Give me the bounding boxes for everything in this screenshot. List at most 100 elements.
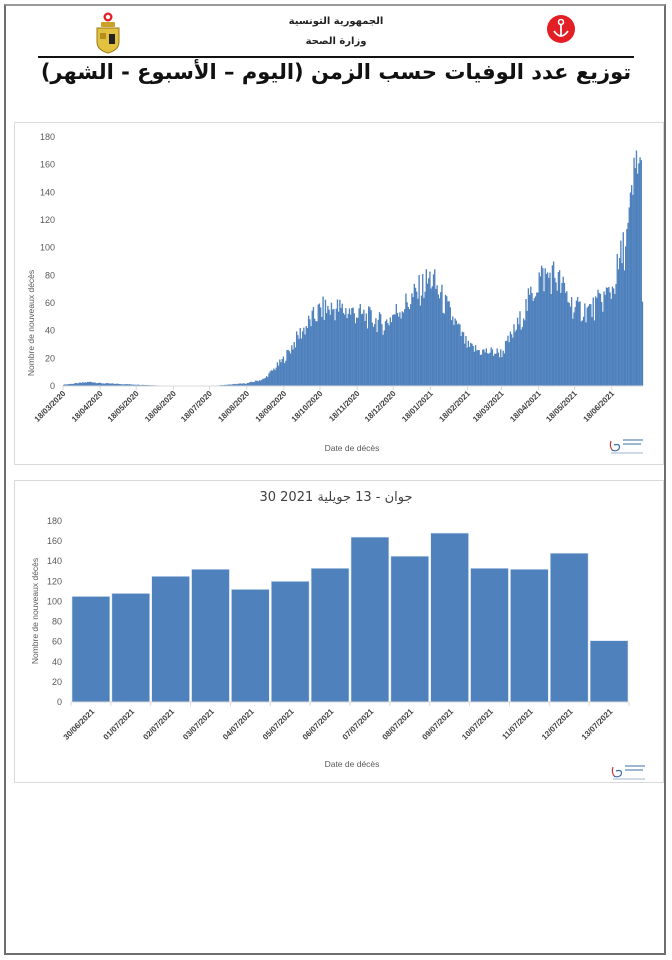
- daily-bar: 16/08/2020: [244, 383, 246, 386]
- daily-bar: 17/02/2021: [466, 347, 468, 386]
- bar-09-07-2021: [430, 532, 469, 703]
- daily-bar: 03/12/2020: [375, 318, 377, 386]
- daily-bar: 10/02/2021: [458, 323, 460, 386]
- daily-bar: 02/09/2020: [264, 377, 267, 386]
- daily-bar: 06/05/2020: [121, 384, 124, 386]
- daily-bar: 13/03/2021: [495, 353, 497, 386]
- daily-bar: 07/04/2021: [525, 298, 527, 386]
- daily-bar: 21/03/2020: [66, 384, 68, 386]
- daily-bar: 31/08/2020: [262, 378, 264, 386]
- x-tick-label: 18/04/2021: [508, 389, 543, 424]
- x-tick-label: 18/04/2020: [70, 389, 105, 424]
- y-tick-label: 140: [47, 556, 62, 566]
- y-axis-title: Nombre de nouveaux décès: [30, 558, 40, 664]
- daily-bar: 02/07/2021: [628, 207, 630, 386]
- daily-bar: 28/08/2020: [258, 380, 261, 386]
- daily-bar: 18/06/2021: [611, 286, 614, 386]
- daily-bar: 12/05/2021: [567, 302, 569, 386]
- daily-bar: 29/10/2020: [333, 308, 335, 386]
- daily-bar: 11/05/2021: [566, 291, 568, 386]
- daily-bar: 21/03/2021: [504, 341, 507, 386]
- y-tick-label: 60: [52, 637, 62, 647]
- daily-bar: 16/01/2021: [428, 278, 430, 386]
- daily-bar: 26/09/2020: [293, 342, 295, 386]
- daily-bar: 12/02/2021: [460, 336, 462, 386]
- daily-bar: 26/10/2020: [329, 314, 331, 386]
- daily-bar: 03/03/2021: [483, 349, 485, 386]
- daily-bar: 11/05/2020: [127, 384, 130, 386]
- daily-bar: 01/06/2021: [591, 317, 593, 386]
- daily-bar: 29/04/2021: [551, 265, 554, 386]
- daily-bar: 26/12/2020: [402, 312, 405, 386]
- daily-bar: 21/04/2021: [542, 268, 544, 386]
- header-republic: الجمهورية التونسية: [288, 16, 384, 27]
- y-tick-label: 80: [52, 617, 62, 627]
- header-divider: [38, 56, 634, 58]
- daily-bar: 19/11/2020: [358, 308, 360, 386]
- bar-30-06-2021: [71, 596, 111, 703]
- daily-bar: 27/05/2021: [585, 322, 587, 386]
- daily-bar: 15/02/2021: [464, 343, 466, 386]
- x-tick-label: 18/06/2021: [582, 389, 617, 424]
- daily-bar: 13/05/2020: [130, 384, 132, 386]
- daily-bar: 14/11/2020: [352, 307, 354, 386]
- daily-bar: 30/03/2020: [77, 383, 79, 386]
- daily-bar: 12/04/2021: [531, 293, 533, 386]
- x-tick-label: 09/07/2021: [420, 707, 455, 742]
- daily-bar: 24/01/2021: [437, 294, 440, 386]
- daily-bar: 01/02/2021: [447, 301, 449, 386]
- daily-bar: 18/02/2021: [467, 340, 470, 386]
- y-tick-label: 20: [52, 677, 62, 687]
- observatory-logo-icon: [609, 439, 643, 454]
- daily-bar: 08/08/2020: [234, 383, 237, 386]
- y-tick-label: 100: [40, 243, 55, 253]
- daily-bar: 06/02/2021: [453, 324, 455, 386]
- daily-bar: 26/08/2020: [256, 380, 258, 386]
- daily-bar: 08/01/2021: [418, 274, 420, 386]
- daily-bar: 19/02/2021: [468, 346, 471, 386]
- daily-bar: 19/04/2020: [101, 383, 103, 386]
- daily-bar: 04/12/2020: [376, 332, 378, 386]
- daily-bar: 10/04/2020: [90, 381, 92, 386]
- daily-bar: 24/03/2020: [70, 383, 72, 386]
- daily-bar: 30/04/2020: [114, 384, 116, 386]
- y-tick-label: 180: [40, 132, 55, 142]
- x-tick-label: 11/07/2021: [500, 707, 535, 742]
- daily-bar: 29/01/2021: [443, 313, 446, 386]
- daily-bar: 11/09/2020: [275, 367, 277, 386]
- daily-bar: 05/08/2020: [231, 384, 233, 386]
- y-tick-label: 120: [40, 215, 55, 225]
- daily-bar: 17/10/2020: [318, 303, 321, 386]
- daily-bar: 07/05/2021: [561, 282, 563, 386]
- daily-bar: 01/05/2020: [115, 383, 118, 386]
- daily-bar: 09/09/2020: [273, 368, 275, 386]
- daily-bar: 19/10/2020: [321, 317, 323, 386]
- daily-bar: 17/06/2021: [610, 298, 612, 386]
- daily-bar: 09/04/2021: [527, 288, 530, 386]
- daily-bar: 28/06/2021: [623, 270, 626, 386]
- daily-bar: 08/09/2020: [271, 370, 274, 386]
- daily-bar: 05/05/2021: [558, 270, 561, 386]
- daily-bar: 21/12/2020: [396, 312, 399, 386]
- x-tick-label: 07/07/2021: [341, 707, 376, 742]
- daily-bar: 17/05/2021: [573, 312, 575, 386]
- daily-bar: 21/05/2021: [578, 302, 580, 386]
- daily-bar: 11/03/2021: [492, 355, 495, 386]
- daily-bar: 05/11/2020: [341, 303, 343, 386]
- daily-bar: 10/12/2020: [383, 330, 385, 386]
- x-tick-label: 06/07/2021: [301, 707, 336, 742]
- daily-bar: 07/05/2020: [123, 384, 125, 386]
- daily-bar: 04/04/2021: [521, 327, 524, 386]
- daily-bar: 20/01/2021: [432, 274, 435, 386]
- daily-bar: 15/10/2020: [316, 321, 318, 386]
- daily-bar: 04/10/2020: [303, 327, 305, 386]
- daily-bar: 25/05/2020: [144, 384, 147, 386]
- daily-bar: 12/07/2021: [640, 160, 642, 386]
- y-tick-label: 80: [45, 270, 55, 280]
- daily-bar: 13/02/2021: [461, 331, 464, 386]
- daily-bar: 29/06/2021: [624, 246, 627, 386]
- daily-bar: 07/09/2020: [270, 370, 273, 386]
- daily-bar: 14/03/2021: [496, 348, 498, 386]
- daily-bar: 19/08/2020: [247, 382, 250, 386]
- daily-bar: 06/12/2020: [378, 312, 381, 386]
